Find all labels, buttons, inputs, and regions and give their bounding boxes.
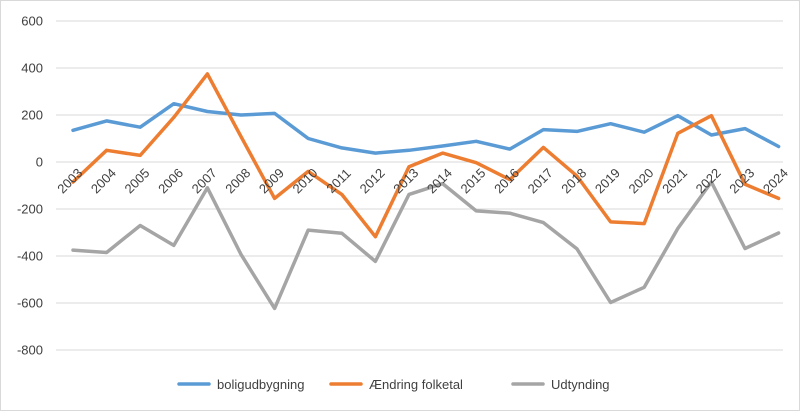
x-tick-label: 2004	[88, 165, 119, 196]
x-tick-label: 2020	[625, 165, 656, 196]
y-tick-label: 200	[21, 108, 43, 123]
y-tick-label: -600	[17, 296, 43, 311]
y-tick-label: 0	[36, 155, 43, 170]
y-tick-label: -800	[17, 343, 43, 358]
x-tick-label: 2023	[726, 165, 757, 196]
y-axis-tick-labels: 600 400 200 0 -200 -400 -600 -800	[17, 14, 43, 358]
y-tick-label: 400	[21, 61, 43, 76]
x-tick-label: 2003	[54, 165, 85, 196]
x-tick-label: 2005	[121, 165, 152, 196]
series-line-2	[71, 180, 781, 311]
legend-label: Udtynding	[551, 377, 610, 392]
x-tick-label: 2006	[155, 165, 186, 196]
x-tick-label: 2024	[760, 165, 791, 196]
y-tick-label: -200	[17, 202, 43, 217]
legend: boligudbygning Ændring folketal Udtynding	[177, 377, 610, 392]
x-tick-label: 2019	[592, 165, 623, 196]
x-tick-label: 2010	[289, 165, 320, 196]
series-line-0	[71, 101, 781, 155]
series-line-1	[71, 72, 781, 239]
legend-label: Ændring folketal	[369, 377, 463, 392]
x-tick-label: 2015	[457, 165, 488, 196]
y-tick-label: 600	[21, 14, 43, 29]
x-tick-label: 2012	[357, 165, 388, 196]
y-tick-label: -400	[17, 249, 43, 264]
x-tick-label: 2018	[558, 165, 589, 196]
x-tick-label: 2008	[222, 165, 253, 196]
series-lines	[71, 72, 781, 311]
x-tick-label: 2022	[693, 165, 724, 196]
x-tick-label: 2017	[525, 165, 556, 196]
legend-label: boligudbygning	[217, 377, 304, 392]
